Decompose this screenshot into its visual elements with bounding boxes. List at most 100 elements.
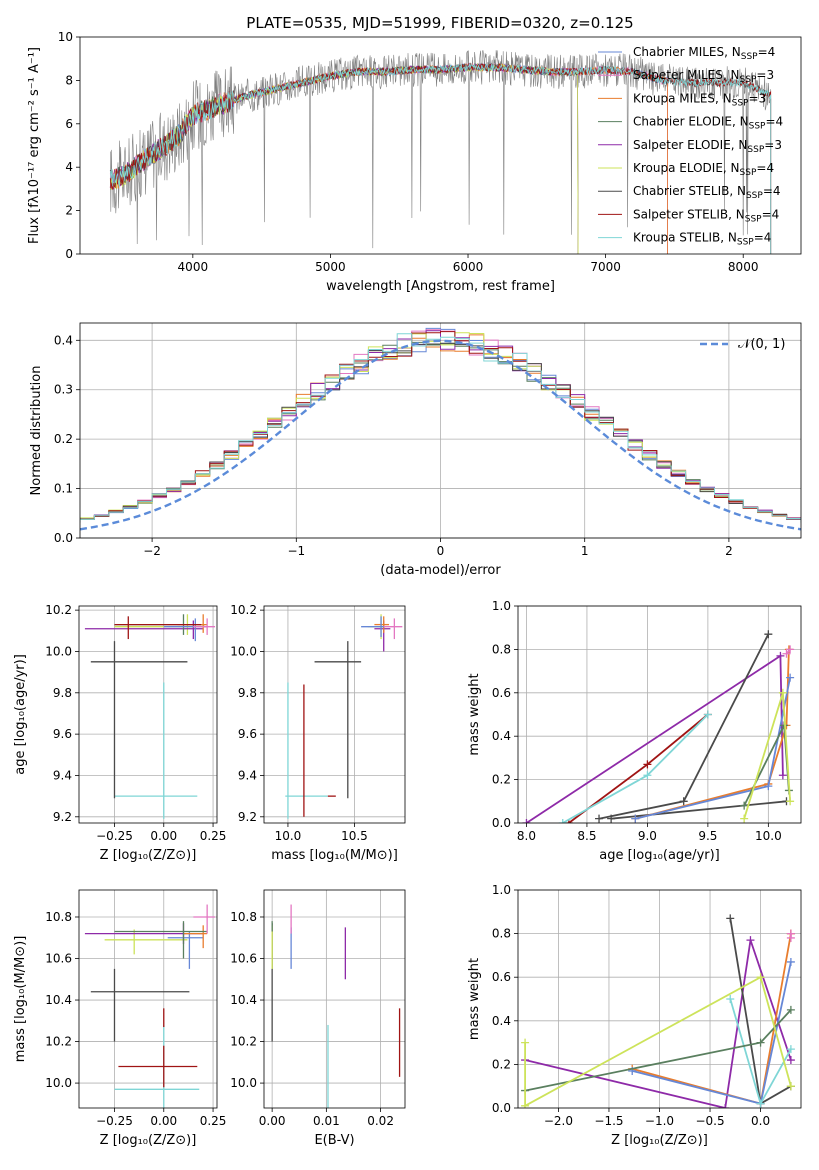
y-tick-label: 0.0 bbox=[492, 816, 511, 830]
weight-line bbox=[635, 649, 790, 820]
x-axis-label: E(B-V) bbox=[314, 1133, 354, 1148]
legend-text: Salpeter ELODIE, N bbox=[633, 138, 747, 152]
error-bar-point bbox=[361, 616, 386, 637]
plot-area bbox=[109, 50, 772, 254]
weight-marker bbox=[607, 814, 616, 823]
x-tick-label: −2.0 bbox=[544, 1114, 573, 1128]
weight-marker bbox=[522, 819, 531, 823]
panel-mass-vs-ebv: 0.00 0.01 0.02 10.0 10.2 10.4 10.6 10.8 E(B-V) bbox=[230, 889, 406, 1148]
weight-series bbox=[726, 995, 795, 1108]
error-bar-point bbox=[114, 682, 198, 819]
x-tick-label: 0.01 bbox=[313, 1114, 340, 1128]
legend-entry: Salpeter MILES, NSSP=3 bbox=[633, 68, 774, 85]
y-tick-label: 10.2 bbox=[45, 1035, 72, 1049]
error-bar-point bbox=[90, 968, 190, 1042]
weight-marker bbox=[786, 1045, 795, 1054]
error-bar-point bbox=[163, 618, 208, 642]
legend-text: =3 bbox=[749, 91, 767, 105]
plot-area bbox=[271, 904, 401, 1108]
legend-text: =4 bbox=[756, 161, 774, 175]
y-tick-label: 0.1 bbox=[54, 482, 73, 496]
panel-age-vs-z: −0.25 0.00 0.25 9.2 9.4 9.6 9.8 10.0 10.2 Z [log₁… bbox=[13, 603, 226, 863]
y-tick-label: 0.6 bbox=[492, 686, 511, 700]
plot-area bbox=[522, 630, 795, 823]
weight-marker bbox=[726, 995, 735, 1003]
figure-title: PLATE=0535, MJD=51999, FIBERID=0320, z=0… bbox=[246, 14, 633, 32]
normal-curve-line bbox=[80, 339, 801, 531]
error-bar-point bbox=[114, 921, 208, 959]
legend-text: Kroupa ELODIE, N bbox=[633, 161, 740, 175]
y-axis-label: mass [log₁₀(M/M⊙)] bbox=[13, 936, 28, 1063]
weight-series bbox=[522, 651, 787, 823]
legend-text: Kroupa MILES, N bbox=[633, 91, 732, 105]
x-tick-label: 10.0 bbox=[755, 829, 782, 843]
model-spectrum-line bbox=[109, 63, 668, 254]
y-tick-label: 10.4 bbox=[45, 993, 72, 1007]
axes-frame bbox=[517, 889, 802, 1109]
x-tick-label: 10.0 bbox=[275, 829, 302, 843]
error-bar-point bbox=[167, 931, 204, 969]
weight-marker bbox=[764, 630, 773, 639]
weight-marker bbox=[782, 649, 791, 658]
weight-series bbox=[782, 645, 795, 658]
legend-text: Chabrier MILES, N bbox=[633, 45, 741, 59]
error-bar-point bbox=[374, 616, 390, 633]
legend-subscript: SSP bbox=[741, 52, 758, 62]
y-tick-label: 0.0 bbox=[492, 1101, 511, 1115]
x-tick-label: 0.00 bbox=[259, 1114, 286, 1128]
y-tick-label: 0.8 bbox=[492, 927, 511, 941]
error-bar-point bbox=[90, 641, 188, 799]
x-tick-label: 2 bbox=[725, 544, 733, 558]
y-tick-label: 10.4 bbox=[230, 993, 257, 1007]
weight-series bbox=[740, 688, 795, 823]
panel-weight-vs-z: −2.0 −1.5 −1.0 −0.5 0.0 0.0 0.2 0.4 0.6 0.8 1.0 Z [… bbox=[467, 883, 802, 1148]
y-tick-label: 10.2 bbox=[45, 603, 72, 617]
y-tick-label: 9.6 bbox=[238, 727, 257, 741]
x-axis-label: (data-model)/error bbox=[380, 563, 501, 578]
model-spectrum-line bbox=[109, 62, 772, 254]
legend-subscript: SSP bbox=[747, 145, 764, 155]
y-tick-label: 9.4 bbox=[53, 768, 72, 782]
y-tick-label: 0.8 bbox=[492, 642, 511, 656]
error-bar-point bbox=[114, 616, 202, 640]
legend-text: =4 bbox=[754, 231, 772, 245]
legend-entry: Chabrier ELODIE, NSSP=4 bbox=[633, 115, 783, 132]
y-tick-label: 10.0 bbox=[45, 1076, 72, 1090]
weight-marker bbox=[786, 929, 795, 938]
weight-marker bbox=[703, 710, 712, 719]
y-tick-label: 0.4 bbox=[54, 333, 73, 347]
y-tick-label: 10.6 bbox=[45, 952, 72, 966]
y-tick-label: 0 bbox=[65, 247, 73, 261]
legend-text: =4 bbox=[763, 184, 781, 198]
weight-series bbox=[786, 929, 795, 942]
error-bar-point bbox=[193, 618, 216, 635]
axes-frame bbox=[263, 605, 406, 824]
axes-frame bbox=[78, 605, 218, 824]
y-tick-label: 10.6 bbox=[230, 952, 257, 966]
error-bar-point bbox=[193, 904, 216, 934]
y-tick-label: 9.6 bbox=[53, 727, 72, 741]
model-spectrum-line bbox=[109, 62, 579, 254]
y-axis-label: mass weight bbox=[467, 673, 482, 755]
weight-marker bbox=[521, 1101, 530, 1108]
weight-marker bbox=[740, 814, 749, 823]
panel-weight-vs-age: 8.0 8.5 9.0 9.5 10.0 0.0 0.2 0.4 0.6 0.8 1.0 age [l… bbox=[467, 599, 802, 863]
y-tick-label: 0.3 bbox=[54, 383, 73, 397]
weight-marker bbox=[786, 1056, 795, 1065]
x-tick-label: −1.0 bbox=[645, 1114, 674, 1128]
weight-marker bbox=[786, 645, 795, 654]
x-tick-label: 0.00 bbox=[150, 1114, 177, 1128]
model-spectrum-line bbox=[110, 62, 668, 254]
y-tick-label: 0.6 bbox=[492, 970, 511, 984]
x-tick-label: 10.5 bbox=[341, 829, 368, 843]
legend-text: Chabrier STELIB, N bbox=[633, 184, 746, 198]
legend-subscript: SSP bbox=[740, 168, 757, 178]
legend-text: =4 bbox=[765, 115, 783, 129]
y-tick-label: 6 bbox=[65, 117, 73, 131]
plot-area bbox=[80, 327, 801, 531]
y-tick-label: 9.2 bbox=[53, 810, 72, 824]
y-tick-label: 10.0 bbox=[45, 644, 72, 658]
error-bar-point bbox=[303, 684, 336, 817]
x-tick-label: 0.25 bbox=[200, 1114, 227, 1128]
